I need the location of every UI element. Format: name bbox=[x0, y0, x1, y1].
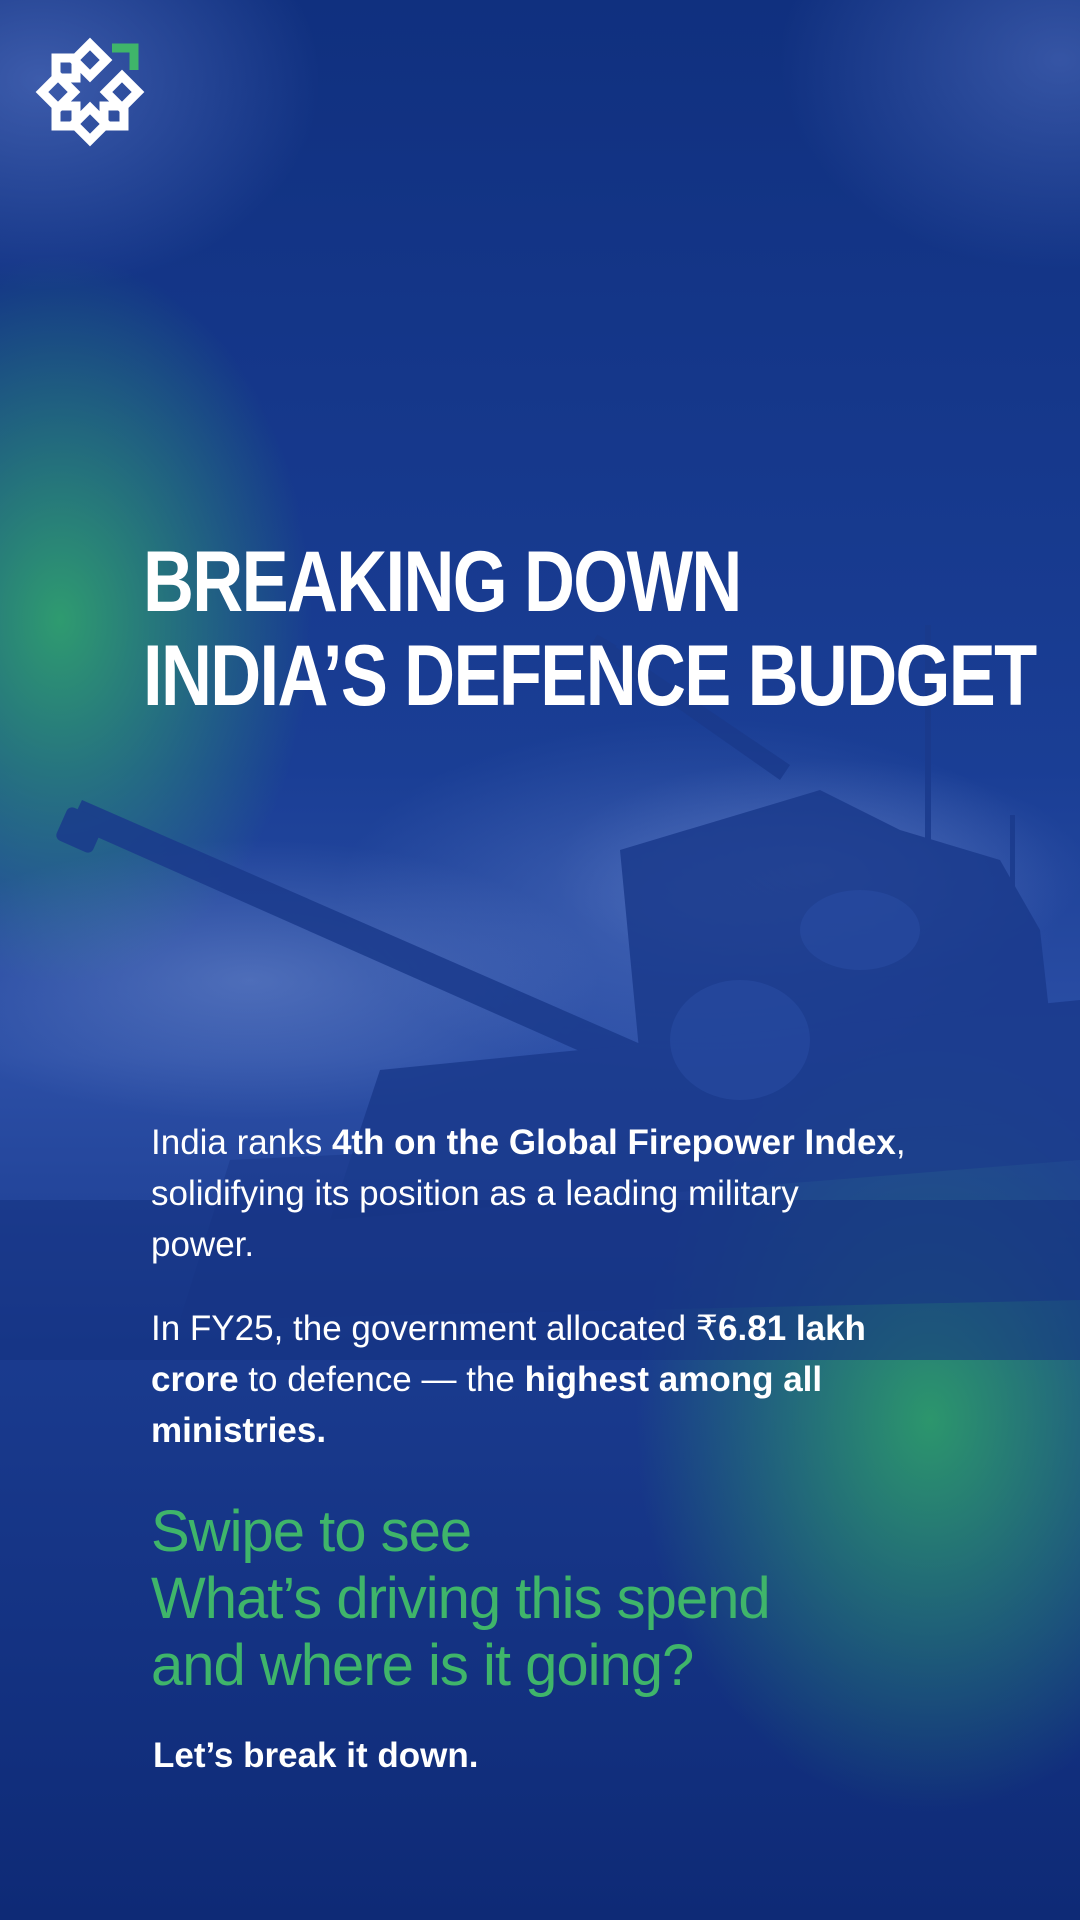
cta-line-3: and where is it going? bbox=[151, 1633, 694, 1698]
ranking-paragraph: India ranks 4th on the Global Firepower … bbox=[151, 1117, 911, 1270]
rosette-logo-icon bbox=[35, 37, 145, 147]
allocation-text-2: to defence — the bbox=[238, 1360, 525, 1399]
ranking-text-1: India ranks bbox=[151, 1123, 332, 1162]
tank-silhouette-illustration bbox=[0, 625, 1080, 1360]
closing-line: Let’s break it down. bbox=[153, 1736, 479, 1775]
allocation-highlight: highest among all ministries. bbox=[151, 1360, 823, 1450]
allocation-text-1: In FY25, the government allocated ₹ bbox=[151, 1309, 719, 1348]
allocation-paragraph: In FY25, the government allocated ₹6.81 … bbox=[151, 1303, 911, 1456]
ranking-highlight: 4th on the Global Firepower Index bbox=[331, 1123, 896, 1162]
page-title: BREAKING DOWN INDIA’S DEFENCE BUDGET bbox=[143, 534, 1037, 724]
allocation-amount: 6.81 lakh crore bbox=[151, 1309, 866, 1399]
ranking-text-2: , solidifying its position as a leading … bbox=[151, 1123, 906, 1264]
title-line-1: BREAKING DOWN bbox=[143, 534, 742, 630]
cta-line-1: Swipe to see bbox=[151, 1499, 472, 1564]
title-line-2: INDIA’S DEFENCE BUDGET bbox=[143, 628, 1037, 724]
cta-line-2: What’s driving this spend bbox=[151, 1566, 771, 1631]
swipe-cta: Swipe to see What’s driving this spend a… bbox=[151, 1498, 971, 1699]
